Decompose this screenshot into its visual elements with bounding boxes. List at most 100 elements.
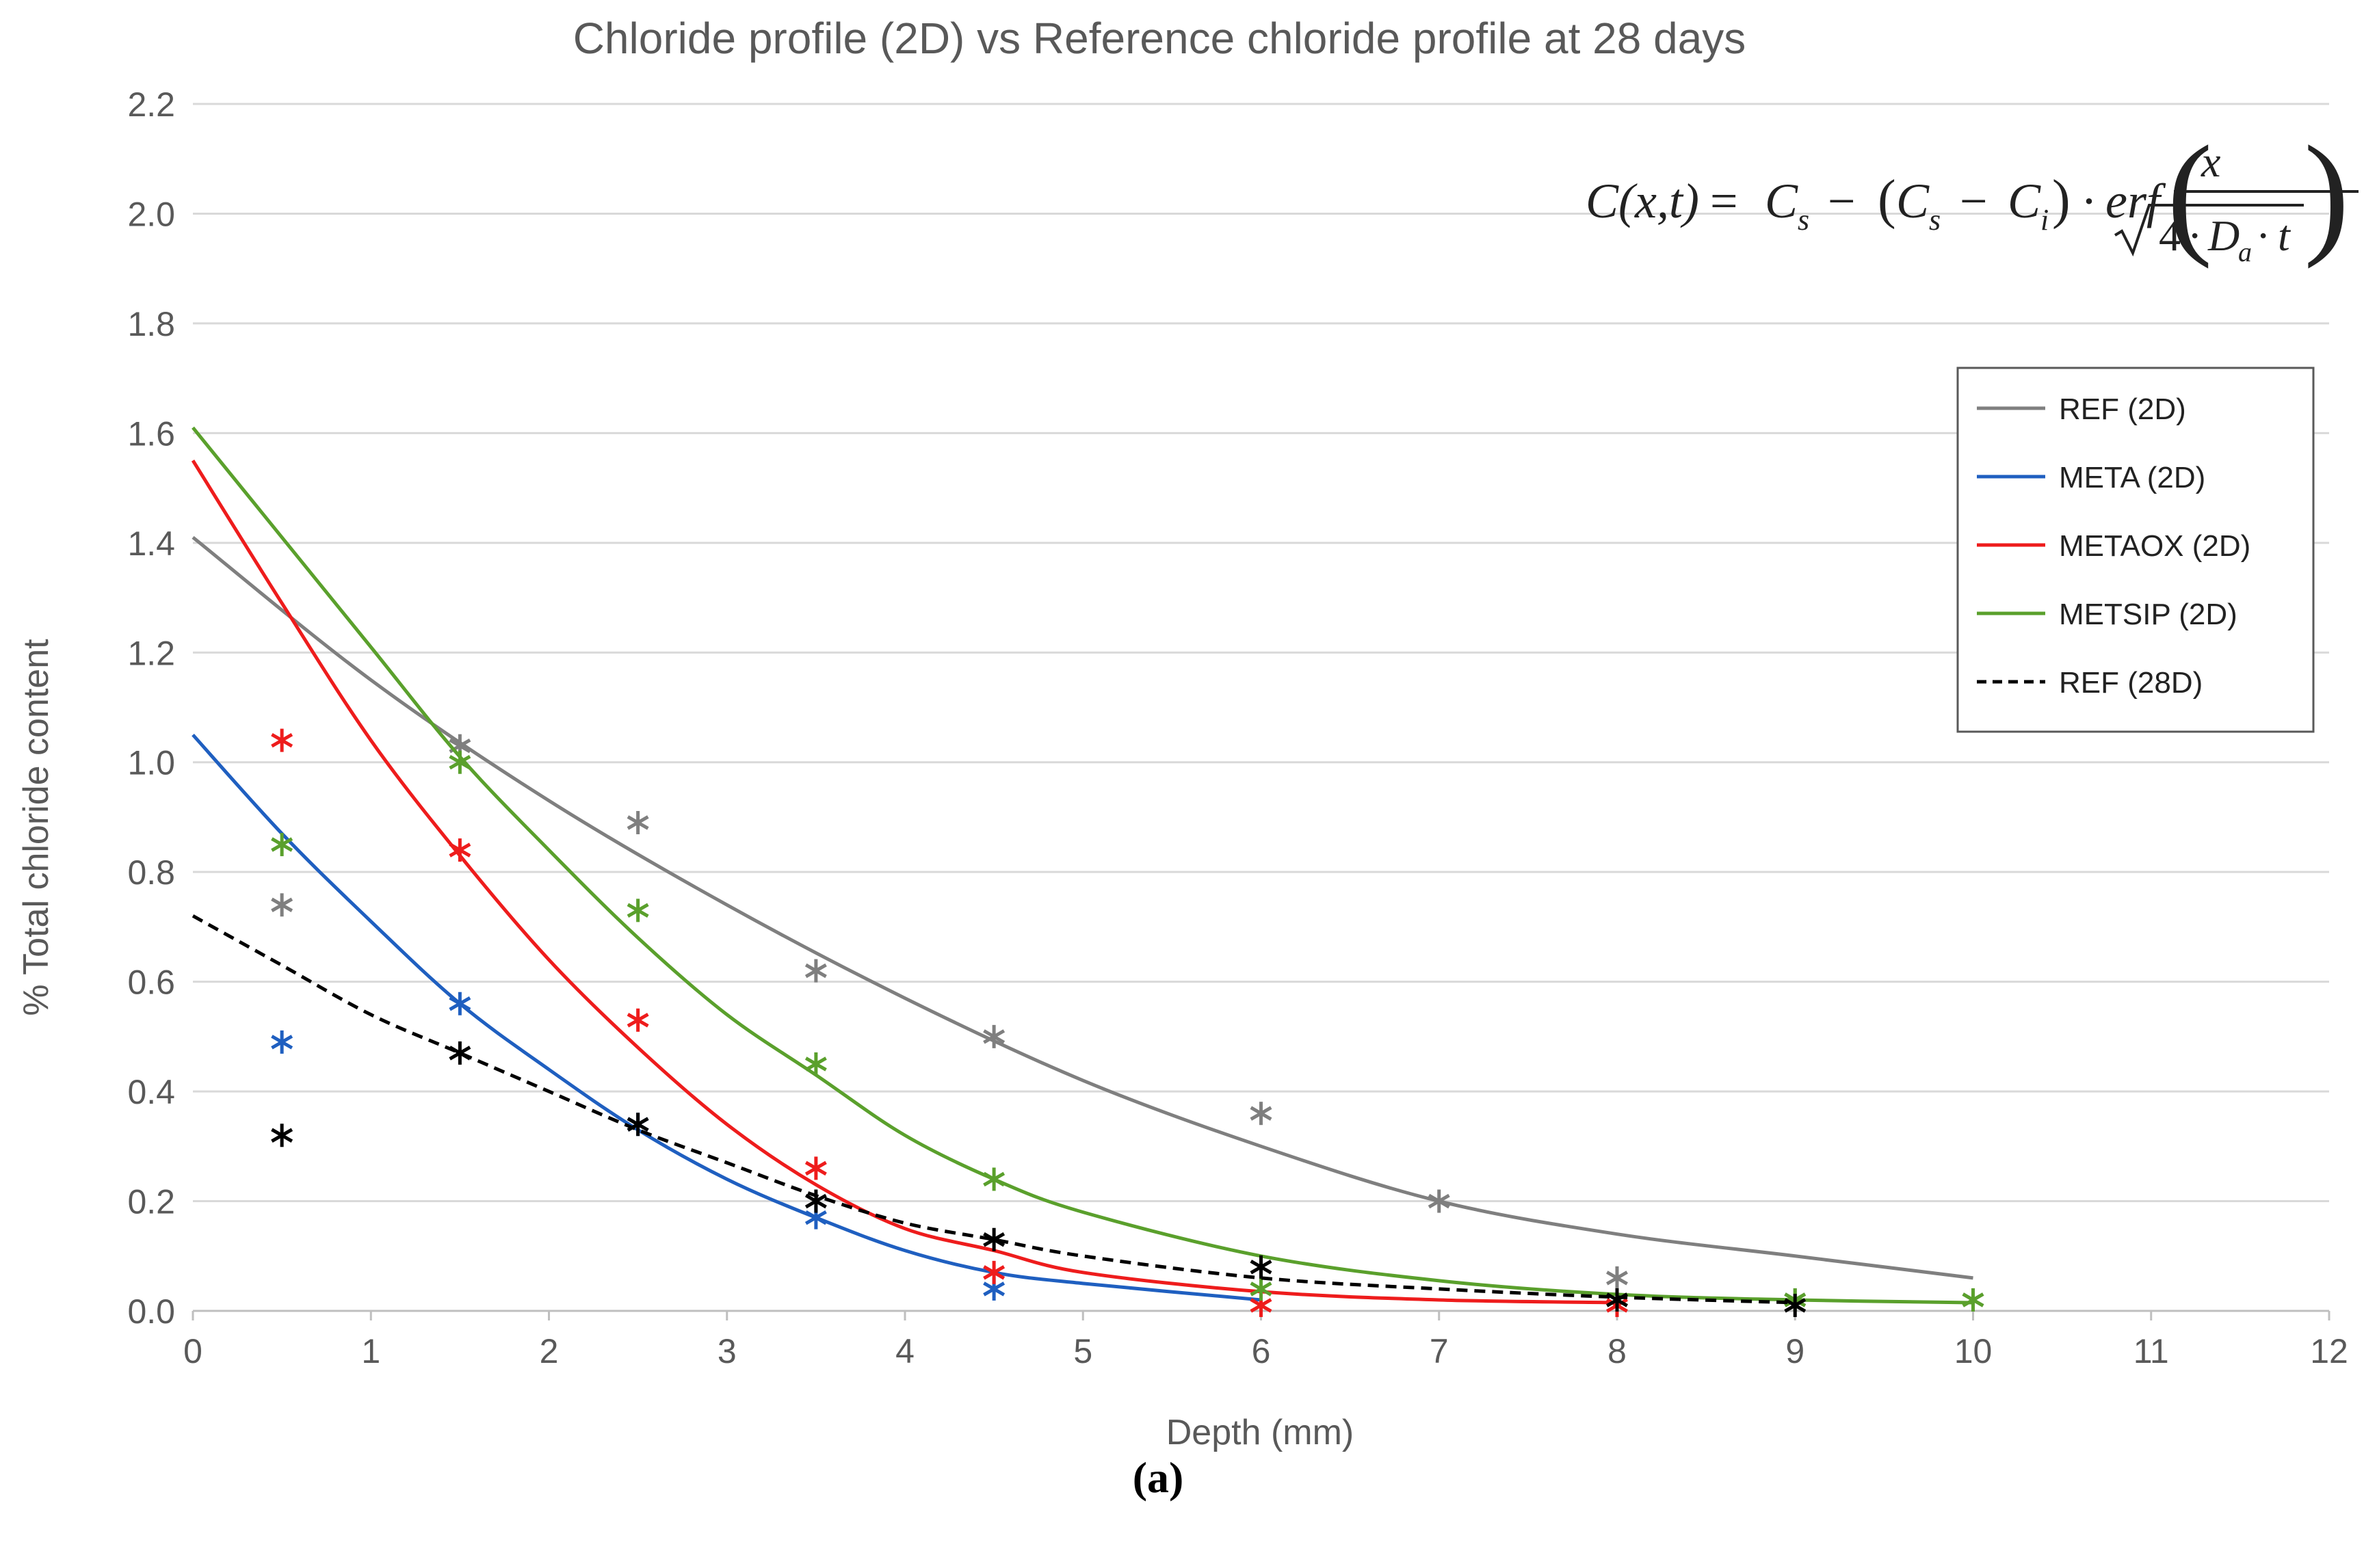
x-tick-label: 0 <box>183 1332 202 1370</box>
data-point-ref-28d <box>271 1124 293 1147</box>
x-tick-label: 5 <box>1073 1332 1092 1370</box>
y-tick-label: 0.2 <box>127 1183 175 1221</box>
data-point-ref-2d <box>1428 1189 1450 1213</box>
equation-erf: erf <box>2105 174 2166 228</box>
chart-title: Chloride profile (2D) vs Reference chlor… <box>573 14 1746 63</box>
data-point-metsip-2d <box>804 1052 827 1076</box>
svg-text:): ) <box>2052 170 2071 230</box>
equation-cs-2: C <box>1896 174 1930 228</box>
equation-minus-1: − <box>1828 174 1856 228</box>
y-tick-label: 1.8 <box>127 305 175 343</box>
figure-caption: (a) <box>1133 1453 1184 1502</box>
data-point-ref-28d <box>1784 1293 1807 1317</box>
equation-four: 4 <box>2159 211 2181 260</box>
x-tick-labels: 0 1 2 3 4 5 6 7 8 9 10 11 12 <box>183 1332 2348 1370</box>
data-point-ref-2d <box>627 810 649 834</box>
legend-item-metsip-2d: METSIP (2D) <box>1977 598 2237 631</box>
x-tick-label: 11 <box>2133 1332 2169 1370</box>
equation-ci-sub: i <box>2040 203 2049 237</box>
legend-label-metaox-2d: METAOX (2D) <box>2059 529 2250 563</box>
x-tick-label: 8 <box>1607 1332 1627 1370</box>
y-tick-labels: 0.0 0.2 0.4 0.6 0.8 1.0 1.2 1.4 1.6 1.8 2.0 2.2 <box>127 85 175 1331</box>
equation-da-sub: a <box>2238 237 2252 267</box>
data-point-ref-2d <box>1606 1266 1628 1290</box>
x-tick-label: 10 <box>1954 1332 1993 1370</box>
svg-text:(: ( <box>2167 118 2213 269</box>
data-point-ref-28d <box>449 1041 471 1065</box>
data-point-metaox-2d <box>449 838 471 862</box>
data-point-meta-2d <box>449 992 471 1015</box>
y-tick-label: 0.0 <box>127 1292 175 1331</box>
equation-cs: C <box>1765 174 1798 228</box>
y-tick-label: 1.6 <box>127 414 175 453</box>
y-axis-label: % Total chloride content <box>16 639 56 1016</box>
legend-item-meta-2d: META (2D) <box>1977 461 2205 494</box>
equation-cs-sub: s <box>1798 203 1809 237</box>
data-point-metaox-2d <box>804 1156 827 1180</box>
data-point-ref-28d <box>627 1113 649 1137</box>
data-point-metaox-2d <box>983 1260 1006 1284</box>
legend: REF (2D) META (2D) METAOX (2D) METSIP (2D) R… <box>1956 367 2315 733</box>
fit-line-ref-2d <box>192 535 1973 1280</box>
data-point-metsip-2d <box>1962 1288 1984 1312</box>
svg-text:C(x,t): C(x,t) <box>1586 174 1699 228</box>
y-tick-label: 0.8 <box>127 853 175 892</box>
y-tick-label: 1.2 <box>127 634 175 672</box>
y-tick-label: 1.4 <box>127 524 175 563</box>
x-tick-label: 2 <box>540 1332 559 1370</box>
legend-item-ref-2d: REF (2D) <box>1977 393 2186 426</box>
equation-cs-sub-2: s <box>1929 203 1941 237</box>
legend-label-ref-2d: REF (2D) <box>2059 393 2186 426</box>
series-ref-28d <box>192 914 1807 1317</box>
x-tick-label: 3 <box>718 1332 737 1370</box>
data-point-ref-2d <box>1250 1102 1272 1126</box>
legend-label-metsip-2d: METSIP (2D) <box>2059 598 2237 631</box>
svg-text:(: ( <box>1878 170 1896 230</box>
legend-item-ref-28d: REF (28D) <box>1977 666 2203 700</box>
data-point-metsip-2d <box>449 750 471 774</box>
series <box>191 426 1984 1317</box>
fit-line-metsip-2d <box>192 426 1973 1305</box>
data-point-ref-28d <box>983 1227 1006 1251</box>
series-metsip-2d <box>192 426 1984 1312</box>
equation-t: t <box>2278 211 2291 260</box>
x-tick-label: 7 <box>1430 1332 1449 1370</box>
legend-item-metaox-2d: METAOX (2D) <box>1977 529 2250 563</box>
y-tick-label: 1.0 <box>127 744 175 782</box>
data-point-ref-28d <box>1606 1288 1628 1312</box>
data-point-meta-2d <box>271 1030 293 1054</box>
equation-equals: = <box>1710 174 1738 228</box>
legend-box <box>1956 367 2315 733</box>
data-point-ref-2d <box>804 959 827 983</box>
data-point-metaox-2d <box>271 728 293 752</box>
data-point-ref-28d <box>804 1189 827 1213</box>
x-axis-label: Depth (mm) <box>1166 1413 1354 1452</box>
legend-label-ref-28d: REF (28D) <box>2059 666 2203 700</box>
data-point-metsip-2d <box>983 1167 1006 1191</box>
data-point-metsip-2d <box>627 899 649 922</box>
data-point-ref-28d <box>1250 1255 1272 1279</box>
x-tick-label: 1 <box>361 1332 380 1370</box>
equation-ci: C <box>2008 174 2041 228</box>
equation: C(x,t) = C s − ( C s − C i ) · erf ( x 4… <box>1586 118 2359 269</box>
y-tick-label: 0.4 <box>127 1073 175 1111</box>
fit-line-meta-2d <box>192 733 1261 1302</box>
x-tick-label: 12 <box>2310 1332 2348 1370</box>
equation-dot-2: · <box>2188 211 2202 260</box>
equation-da: D <box>2207 211 2240 260</box>
data-point-ref-2d <box>271 893 293 917</box>
data-point-ref-2d <box>983 1024 1006 1048</box>
equation-dot-1: · <box>2081 174 2097 228</box>
data-point-metaox-2d <box>627 1008 649 1032</box>
y-tick-label: 2.2 <box>127 85 175 124</box>
equation-minus-2: − <box>1960 174 1988 228</box>
legend-label-meta-2d: META (2D) <box>2059 461 2205 494</box>
x-tick-label: 6 <box>1252 1332 1271 1370</box>
y-tick-label: 2.0 <box>127 195 175 233</box>
x-tick-label: 9 <box>1785 1332 1804 1370</box>
x-tick-label: 4 <box>895 1332 915 1370</box>
data-point-metsip-2d <box>1250 1277 1272 1301</box>
equation-dot-3: · <box>2256 211 2270 260</box>
